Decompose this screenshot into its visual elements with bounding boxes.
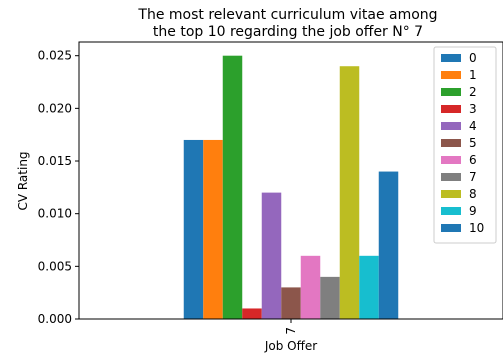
bar-series-0 bbox=[183, 139, 204, 319]
legend-label-2: 2 bbox=[469, 85, 477, 99]
bar-series-1 bbox=[203, 139, 223, 319]
bar-series-3 bbox=[242, 308, 262, 319]
legend-swatch-5 bbox=[441, 139, 461, 147]
legend-label-10: 10 bbox=[469, 221, 484, 235]
legend-label-9: 9 bbox=[469, 204, 477, 218]
y-tick-label: 0.015 bbox=[38, 154, 72, 168]
x-axis-label: Job Offer bbox=[264, 339, 317, 353]
legend-label-6: 6 bbox=[469, 153, 477, 167]
legend-label-4: 4 bbox=[469, 119, 477, 133]
legend-swatch-3 bbox=[441, 105, 461, 113]
y-axis: 0.000 0.005 0.010 0.015 0.020 0.025 bbox=[38, 49, 79, 326]
bar-series-9 bbox=[359, 255, 379, 319]
x-tick-label: 7 bbox=[284, 327, 298, 335]
legend-label-5: 5 bbox=[469, 136, 477, 150]
legend-label-7: 7 bbox=[469, 170, 477, 184]
bar-series-4 bbox=[261, 192, 282, 319]
legend-label-3: 3 bbox=[469, 102, 477, 116]
chart-title-line: the top 10 regarding the job offer N° 7 bbox=[153, 24, 423, 40]
legend-swatch-2 bbox=[441, 88, 461, 96]
legend-swatch-4 bbox=[441, 122, 461, 130]
y-tick-label: 0.005 bbox=[38, 259, 72, 273]
bars-group bbox=[183, 55, 399, 319]
legend-swatch-7 bbox=[441, 173, 461, 181]
legend-swatch-0 bbox=[441, 54, 461, 62]
y-tick-label: 0.000 bbox=[38, 312, 72, 326]
bar-series-8 bbox=[339, 66, 360, 319]
legend-label-8: 8 bbox=[469, 187, 477, 201]
legend-swatch-10 bbox=[441, 224, 461, 232]
legend: 0 1 2 3 4 5 6 7 8 9 10 bbox=[433, 46, 497, 244]
y-tick-label: 0.010 bbox=[38, 207, 72, 221]
y-axis-label: CV Rating bbox=[16, 151, 30, 210]
bar-series-10 bbox=[378, 171, 399, 319]
bar-series-7 bbox=[320, 276, 340, 319]
legend-label-1: 1 bbox=[469, 68, 477, 82]
legend-label-0: 0 bbox=[469, 51, 477, 65]
bar-series-6 bbox=[300, 255, 321, 319]
bar-series-2 bbox=[222, 55, 243, 319]
plot-frame bbox=[78, 41, 503, 320]
chart-title-line: The most relevant curriculum vitae among bbox=[137, 7, 437, 23]
x-axis: 7 bbox=[284, 319, 298, 335]
legend-swatch-9 bbox=[441, 207, 461, 215]
y-tick-label: 0.020 bbox=[38, 101, 72, 115]
legend-swatch-1 bbox=[441, 71, 461, 79]
legend-swatch-8 bbox=[441, 190, 461, 198]
chart-title: The most relevant curriculum vitae among… bbox=[137, 7, 437, 40]
y-tick-label: 0.025 bbox=[38, 49, 72, 63]
bar-series-5 bbox=[281, 287, 301, 319]
legend-swatch-6 bbox=[441, 156, 461, 164]
